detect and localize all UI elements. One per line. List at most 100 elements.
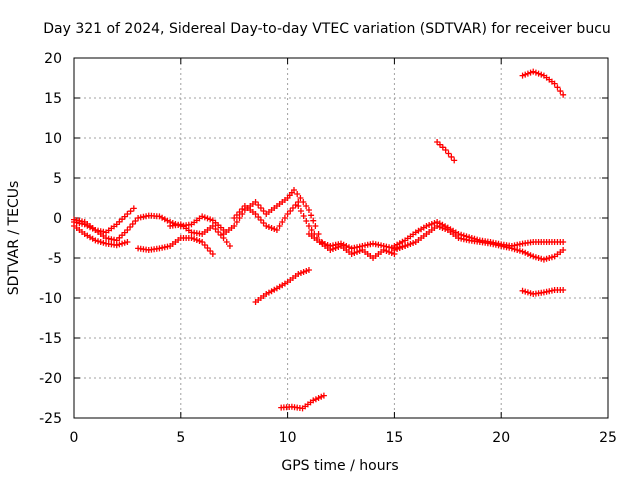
- data-point: [305, 207, 312, 213]
- data-point: [268, 225, 275, 231]
- data-point: [514, 247, 521, 253]
- data-point: [442, 147, 449, 153]
- series-track-l: [252, 267, 312, 305]
- data-point: [324, 242, 331, 248]
- data-point: [252, 211, 259, 217]
- data-point: [204, 245, 211, 251]
- data-point: [321, 241, 328, 247]
- data-point: [560, 239, 567, 245]
- data-point: [199, 213, 206, 220]
- data-point: [209, 251, 216, 257]
- data-point: [305, 267, 312, 273]
- data-point: [538, 71, 545, 78]
- data-point: [231, 223, 238, 229]
- data-point: [338, 240, 344, 247]
- data-point: [436, 141, 443, 148]
- points-layer: [71, 68, 567, 412]
- data-point: [92, 237, 99, 244]
- data-point: [305, 223, 312, 229]
- x-tick-label: 0: [70, 430, 79, 446]
- data-point: [519, 72, 526, 79]
- data-point: [201, 242, 208, 248]
- data-point: [124, 211, 131, 217]
- data-point: [119, 240, 126, 247]
- data-point: [231, 215, 238, 221]
- data-point: [294, 191, 301, 197]
- data-point: [318, 393, 325, 400]
- data-point: [538, 255, 545, 262]
- data-point: [193, 237, 200, 243]
- data-point: [445, 150, 452, 157]
- data-point: [527, 252, 534, 259]
- series-track-b: [71, 212, 227, 244]
- data-point: [196, 238, 203, 244]
- y-tick-label: 10: [44, 131, 62, 147]
- data-point: [310, 217, 317, 224]
- data-point: [434, 139, 441, 145]
- data-point: [300, 213, 307, 219]
- data-point: [279, 219, 286, 225]
- data-point: [388, 250, 395, 256]
- data-point: [226, 243, 233, 249]
- data-point: [121, 239, 128, 246]
- data-point: [236, 215, 243, 221]
- data-point: [524, 289, 531, 296]
- data-point: [113, 242, 120, 249]
- data-point: [223, 239, 230, 245]
- data-point: [124, 239, 131, 245]
- data-point: [448, 153, 455, 160]
- data-point: [548, 254, 555, 261]
- data-point: [442, 226, 449, 232]
- data-point: [527, 290, 534, 297]
- data-point: [276, 223, 283, 229]
- y-tick-label: -15: [39, 331, 62, 347]
- data-point: [199, 239, 206, 245]
- data-point: [271, 226, 278, 232]
- data-point: [204, 215, 211, 222]
- data-point: [217, 232, 224, 238]
- data-point: [97, 239, 104, 245]
- data-point: [312, 223, 319, 229]
- data-point: [508, 245, 515, 252]
- x-axis-label: GPS time / hours: [281, 458, 398, 474]
- data-point: [423, 223, 430, 229]
- data-point: [540, 256, 547, 263]
- data-point: [426, 222, 433, 228]
- data-point: [263, 223, 270, 229]
- series-track-h: [295, 203, 398, 261]
- series-track-p: [519, 68, 567, 98]
- data-point: [295, 271, 302, 277]
- data-point: [201, 214, 208, 221]
- x-tick-label: 20: [492, 430, 510, 446]
- x-tick-label: 25: [599, 430, 617, 446]
- data-point: [428, 221, 435, 227]
- data-point: [530, 253, 537, 260]
- series-track-n: [434, 139, 458, 164]
- ticks-layer: 0 5 10 15 20 25 -25 -20 -15 -10 -5 0 5 10 15 20: [39, 51, 617, 446]
- chart-title: Day 321 of 2024, Sidereal Day-to-day VTE…: [43, 21, 611, 37]
- series-track-c: [71, 223, 131, 249]
- data-point: [522, 71, 529, 78]
- plot-frame: [73, 57, 609, 419]
- data-point: [209, 223, 216, 229]
- grid-layer: [74, 58, 608, 418]
- data-point: [95, 238, 102, 245]
- data-point: [207, 216, 214, 223]
- data-point: [129, 221, 136, 227]
- data-point: [287, 208, 294, 214]
- data-point: [404, 242, 411, 248]
- data-point: [522, 249, 529, 256]
- y-tick-label: -10: [39, 291, 62, 307]
- data-point: [343, 243, 350, 249]
- data-point: [303, 203, 310, 209]
- data-point: [297, 195, 304, 201]
- data-point: [399, 244, 406, 250]
- data-point: [524, 251, 531, 257]
- x-tick-label: 5: [176, 430, 185, 446]
- series-track-o: [519, 287, 567, 297]
- data-point: [316, 239, 323, 245]
- data-point: [257, 205, 264, 211]
- data-point: [292, 202, 299, 208]
- data-point: [252, 199, 259, 205]
- data-point: [524, 70, 531, 77]
